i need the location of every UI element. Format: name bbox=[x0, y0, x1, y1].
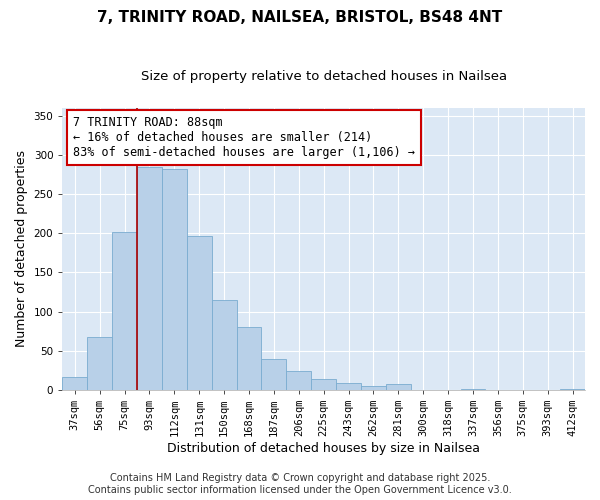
Bar bbox=[262, 358, 286, 390]
Bar bbox=[162, 169, 187, 390]
Text: Contains HM Land Registry data © Crown copyright and database right 2025.
Contai: Contains HM Land Registry data © Crown c… bbox=[88, 474, 512, 495]
Bar bbox=[62, 376, 87, 390]
Text: 7 TRINITY ROAD: 88sqm
← 16% of detached houses are smaller (214)
83% of semi-det: 7 TRINITY ROAD: 88sqm ← 16% of detached … bbox=[73, 116, 415, 159]
Text: 7, TRINITY ROAD, NAILSEA, BRISTOL, BS48 4NT: 7, TRINITY ROAD, NAILSEA, BRISTOL, BS48 … bbox=[97, 10, 503, 25]
Bar bbox=[461, 389, 485, 390]
Bar bbox=[386, 384, 411, 390]
Bar bbox=[187, 236, 212, 390]
Bar bbox=[137, 166, 162, 390]
Bar bbox=[286, 371, 311, 390]
Bar bbox=[336, 383, 361, 390]
Title: Size of property relative to detached houses in Nailsea: Size of property relative to detached ho… bbox=[140, 70, 507, 83]
Y-axis label: Number of detached properties: Number of detached properties bbox=[15, 150, 28, 348]
Bar bbox=[212, 300, 236, 390]
Bar bbox=[87, 336, 112, 390]
Bar bbox=[236, 327, 262, 390]
Bar bbox=[361, 386, 386, 390]
Bar bbox=[311, 379, 336, 390]
Bar bbox=[112, 232, 137, 390]
X-axis label: Distribution of detached houses by size in Nailsea: Distribution of detached houses by size … bbox=[167, 442, 480, 455]
Bar bbox=[560, 389, 585, 390]
